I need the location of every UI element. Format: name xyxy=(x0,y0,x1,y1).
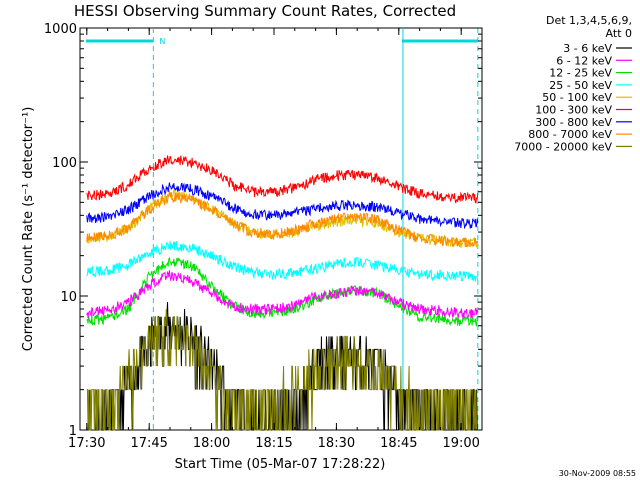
y-tick-label: 1 xyxy=(69,424,77,439)
chart-title: HESSI Observing Summary Count Rates, Cor… xyxy=(74,2,456,20)
event-markers: N xyxy=(85,28,479,430)
legend-label: 12 - 25 keV xyxy=(549,67,612,80)
y-axis-label: Corrected Count Rate (s⁻¹ detector⁻¹) xyxy=(21,107,36,352)
x-tick-label: 19:00 xyxy=(442,436,479,451)
legend-label: 25 - 50 keV xyxy=(549,79,612,92)
series-line-300-800-kev xyxy=(86,182,479,230)
footer-timestamp: 30-Nov-2009 08:55 xyxy=(559,469,636,478)
y-tick-label: 10 xyxy=(60,290,77,305)
legend-header-line-1: Det 1,3,4,5,6,9, xyxy=(546,14,632,27)
legend-label: 6 - 12 keV xyxy=(556,54,612,67)
event-annotation: N xyxy=(159,37,165,46)
x-tick-label: 18:15 xyxy=(255,436,292,451)
series-line-800-7000-kev xyxy=(86,190,479,248)
series-layer xyxy=(86,155,479,431)
axes: 17:30 17:45 18:00 18:15 18:30 18:45 19:00 1 10 10… xyxy=(44,22,483,451)
x-tick-label: 18:30 xyxy=(318,436,355,451)
series-line-7000-20000-kev xyxy=(86,308,478,431)
legend-label: 7000 - 20000 keV xyxy=(514,140,612,153)
series-line-100-300-kev xyxy=(86,155,479,204)
x-tick-label: 17:45 xyxy=(130,436,167,451)
y-tick-label: 1000 xyxy=(44,22,77,37)
plot-frame xyxy=(79,27,483,431)
legend-label: 100 - 300 keV xyxy=(535,104,612,117)
x-tick-label: 18:00 xyxy=(193,436,230,451)
legend-label: 800 - 7000 keV xyxy=(528,128,612,141)
y-tick-label: 100 xyxy=(52,156,77,171)
series-line-25-50-kev xyxy=(86,240,479,282)
legend-label: 300 - 800 keV xyxy=(535,116,612,129)
legend-label: 3 - 6 keV xyxy=(563,42,612,55)
x-tick-label: 17:30 xyxy=(68,436,105,451)
x-tick-label: 18:45 xyxy=(380,436,417,451)
series-line-12-25-kev xyxy=(86,256,479,327)
x-axis-label: Start Time (05-Mar-07 17:28:22) xyxy=(175,457,386,472)
series-line-3-6-kev xyxy=(86,302,478,431)
series-line-6-12-kev xyxy=(86,270,479,320)
legend-label: 50 - 100 keV xyxy=(542,91,612,104)
legend-header-line-2: Att 0 xyxy=(606,27,632,40)
